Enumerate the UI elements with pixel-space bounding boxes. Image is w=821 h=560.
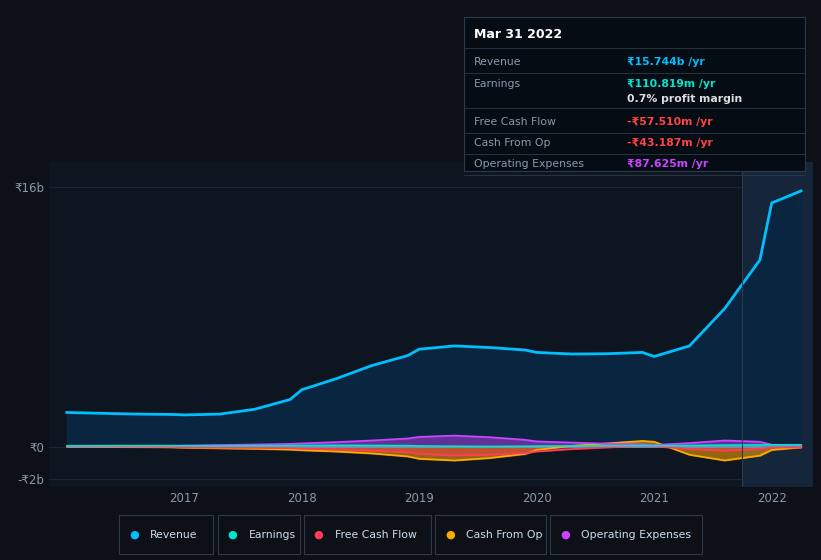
Text: ●: ● bbox=[560, 530, 570, 540]
Text: Free Cash Flow: Free Cash Flow bbox=[335, 530, 417, 540]
Text: ●: ● bbox=[129, 530, 139, 540]
Text: ●: ● bbox=[445, 530, 455, 540]
Text: Revenue: Revenue bbox=[150, 530, 198, 540]
Text: Revenue: Revenue bbox=[474, 57, 521, 67]
Text: ●: ● bbox=[314, 530, 323, 540]
Text: Cash From Op: Cash From Op bbox=[466, 530, 543, 540]
Text: Earnings: Earnings bbox=[249, 530, 296, 540]
Text: Cash From Op: Cash From Op bbox=[474, 138, 550, 148]
Text: -₹43.187m /yr: -₹43.187m /yr bbox=[627, 138, 713, 148]
Text: Free Cash Flow: Free Cash Flow bbox=[474, 117, 556, 127]
Text: ₹15.744b /yr: ₹15.744b /yr bbox=[627, 57, 705, 67]
Text: ●: ● bbox=[227, 530, 237, 540]
Text: Operating Expenses: Operating Expenses bbox=[474, 159, 584, 169]
Bar bbox=[742, 162, 813, 487]
Text: 0.7% profit margin: 0.7% profit margin bbox=[627, 94, 743, 104]
Text: Operating Expenses: Operating Expenses bbox=[581, 530, 691, 540]
Text: Mar 31 2022: Mar 31 2022 bbox=[474, 28, 562, 41]
Text: ₹87.625m /yr: ₹87.625m /yr bbox=[627, 159, 709, 169]
Text: ₹110.819m /yr: ₹110.819m /yr bbox=[627, 78, 716, 88]
Text: Earnings: Earnings bbox=[474, 78, 521, 88]
Text: -₹57.510m /yr: -₹57.510m /yr bbox=[627, 117, 713, 127]
